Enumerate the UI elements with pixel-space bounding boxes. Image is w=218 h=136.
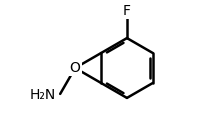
- Text: N: N: [70, 61, 80, 75]
- Text: O: O: [70, 61, 81, 75]
- Text: F: F: [123, 4, 131, 18]
- Text: H₂N: H₂N: [29, 88, 56, 102]
